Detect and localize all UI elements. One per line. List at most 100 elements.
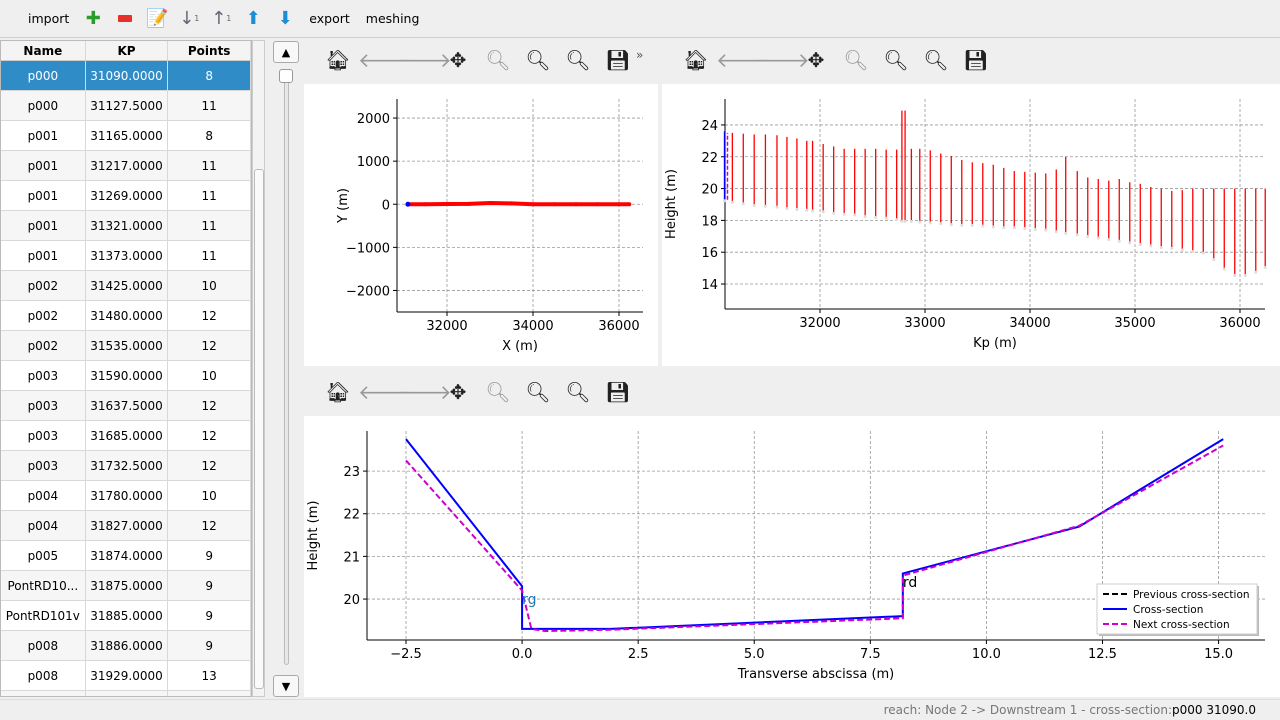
cell-kp: 31269.0000	[86, 181, 169, 210]
cell-points: 12	[168, 511, 251, 540]
thalweg-point	[1170, 246, 1174, 250]
thalweg-point	[1054, 230, 1058, 234]
cell-kp: 31929.0000	[86, 661, 169, 690]
previous-section-button[interactable]: ▲	[273, 41, 299, 63]
table-row[interactable]: p004 31827.0000 12	[1, 511, 251, 541]
move-down-icon[interactable]: ⬇	[277, 8, 293, 29]
y-tick-label: 23	[343, 465, 360, 480]
table-row[interactable]: p005 31874.0000 9	[1, 541, 251, 571]
column-header-name[interactable]: Name	[1, 41, 86, 60]
table-row[interactable]: PontRD101v 31885.0000 9	[1, 601, 251, 631]
zoom-fit-icon[interactable]: 🔍︎	[565, 48, 591, 72]
zoom-icon[interactable]: 🔍︎	[485, 48, 511, 72]
pan-icon[interactable]: ✥	[449, 48, 467, 72]
table-row[interactable]: p000 31090.0000 8	[1, 61, 251, 91]
thalweg-point	[785, 207, 789, 211]
table-row[interactable]	[1, 691, 251, 696]
column-header-kp[interactable]: KP	[86, 41, 169, 60]
thalweg-point	[863, 215, 867, 219]
cell-points: 8	[168, 121, 251, 150]
sort-ascending-icon[interactable]: ↓ 1	[179, 8, 200, 29]
save-icon[interactable]: 💾︎	[963, 48, 989, 72]
cell-kp: 31165.0000	[86, 121, 169, 150]
zoom-icon[interactable]: 🔍︎	[843, 48, 869, 72]
back-icon[interactable]: 🡐	[358, 48, 412, 72]
pan-icon[interactable]: ✥	[807, 48, 825, 72]
table-row[interactable]: p000 31127.5000 11	[1, 91, 251, 121]
y-tick-label: 14	[701, 278, 718, 293]
table-row[interactable]: p003 31637.5000 12	[1, 391, 251, 421]
table-row[interactable]: p008 31929.0000 13	[1, 661, 251, 691]
table-row[interactable]: p001 31165.0000 8	[1, 121, 251, 151]
table-row[interactable]: p003 31685.0000 12	[1, 421, 251, 451]
cell-points: 10	[168, 361, 251, 390]
thalweg-point	[1254, 270, 1258, 274]
section-point	[617, 202, 622, 207]
zoom-fit-icon[interactable]: 🔍︎	[923, 48, 949, 72]
next-section-button[interactable]: ▼	[273, 675, 299, 697]
forward-icon[interactable]: 🡒	[398, 48, 452, 72]
table-row[interactable]: p001 31269.0000 11	[1, 181, 251, 211]
column-header-points[interactable]: Points	[168, 41, 251, 60]
x-axis-label: X (m)	[502, 339, 538, 354]
table-row[interactable]: p003 31590.0000 10	[1, 361, 251, 391]
table-row[interactable]: p003 31732.5000 12	[1, 451, 251, 481]
table-row[interactable]: p004 31780.0000 10	[1, 481, 251, 511]
zoom-1-icon[interactable]: 🔍︎	[525, 48, 551, 72]
pan-icon[interactable]: ✥	[449, 380, 467, 404]
home-icon[interactable]: 🏠︎	[325, 48, 351, 72]
legend-label: Next cross-section	[1133, 619, 1230, 631]
section-point	[466, 201, 471, 206]
cell-name: p004	[1, 481, 86, 510]
toolbar-overflow-button[interactable]: »	[636, 48, 644, 62]
cross-section-chart[interactable]: −2.5 0.0 2.5 5.0 7.5 10.0 12.5 15.0 20 21 22 23 Tran…	[304, 416, 1280, 697]
section-slider[interactable]	[284, 80, 289, 665]
cell-name: p002	[1, 301, 86, 330]
table-row[interactable]: PontRD10... 31875.0000 9	[1, 571, 251, 601]
section-point	[531, 202, 536, 207]
table-scrollbar[interactable]	[252, 40, 265, 697]
meshing-button[interactable]: meshing	[365, 11, 420, 26]
table-row[interactable]: p002 31425.0000 10	[1, 271, 251, 301]
back-icon[interactable]: 🡐	[716, 48, 770, 72]
cell-name: p000	[1, 91, 86, 120]
move-up-icon[interactable]: ⬆	[245, 8, 261, 29]
sort-descending-icon[interactable]: ↑ 1	[211, 8, 232, 29]
zoom-1-icon[interactable]: 🔍︎	[525, 380, 551, 404]
table-row[interactable]: p002 31535.0000 12	[1, 331, 251, 361]
table-row[interactable]: p002 31480.0000 12	[1, 301, 251, 331]
add-icon[interactable]: ✚	[85, 8, 101, 29]
cell-name: PontRD101v	[1, 601, 86, 630]
longitudinal-profile-chart[interactable]: 32000 33000 34000 35000 36000 14 16 18 20 22 24 Kp …	[662, 84, 1280, 366]
save-icon[interactable]: 💾︎	[605, 380, 631, 404]
cell-points: 12	[168, 331, 251, 360]
zoom-1-icon[interactable]: 🔍︎	[883, 48, 909, 72]
forward-icon[interactable]: 🡒	[756, 48, 810, 72]
cell-name: p004	[1, 511, 86, 540]
remove-icon[interactable]	[109, 4, 141, 34]
slider-handle[interactable]	[279, 69, 293, 83]
back-icon[interactable]: 🡐	[358, 380, 412, 404]
zoom-icon[interactable]: 🔍︎	[485, 380, 511, 404]
edit-icon[interactable]: 📝	[146, 8, 169, 29]
thalweg-point	[1086, 235, 1090, 238]
import-button[interactable]: import	[28, 11, 70, 26]
thalweg-point	[1002, 226, 1006, 230]
cell-points: 10	[168, 271, 251, 300]
export-button[interactable]: export	[309, 11, 350, 26]
plan-view-chart[interactable]: 32000 34000 36000 2000 1000 0 −1000 −2000 X (m) Y…	[304, 84, 658, 366]
table-row[interactable]: p001 31373.0000 11	[1, 241, 251, 271]
scrollbar-thumb[interactable]	[254, 169, 264, 689]
x-tick-label: 7.5	[860, 647, 881, 662]
home-icon[interactable]: 🏠︎	[325, 380, 351, 404]
table-row[interactable]: p001 31217.0000 11	[1, 151, 251, 181]
thalweg-point	[895, 218, 899, 222]
table-row[interactable]: p008 31886.0000 9	[1, 631, 251, 661]
table-row[interactable]: p001 31321.0000 11	[1, 211, 251, 241]
cell-points: 11	[168, 181, 251, 210]
cell-points: 9	[168, 571, 251, 600]
home-icon[interactable]: 🏠︎	[683, 48, 709, 72]
save-icon[interactable]: 💾︎	[605, 48, 631, 72]
zoom-fit-icon[interactable]: 🔍︎	[565, 380, 591, 404]
forward-icon[interactable]: 🡒	[398, 380, 452, 404]
